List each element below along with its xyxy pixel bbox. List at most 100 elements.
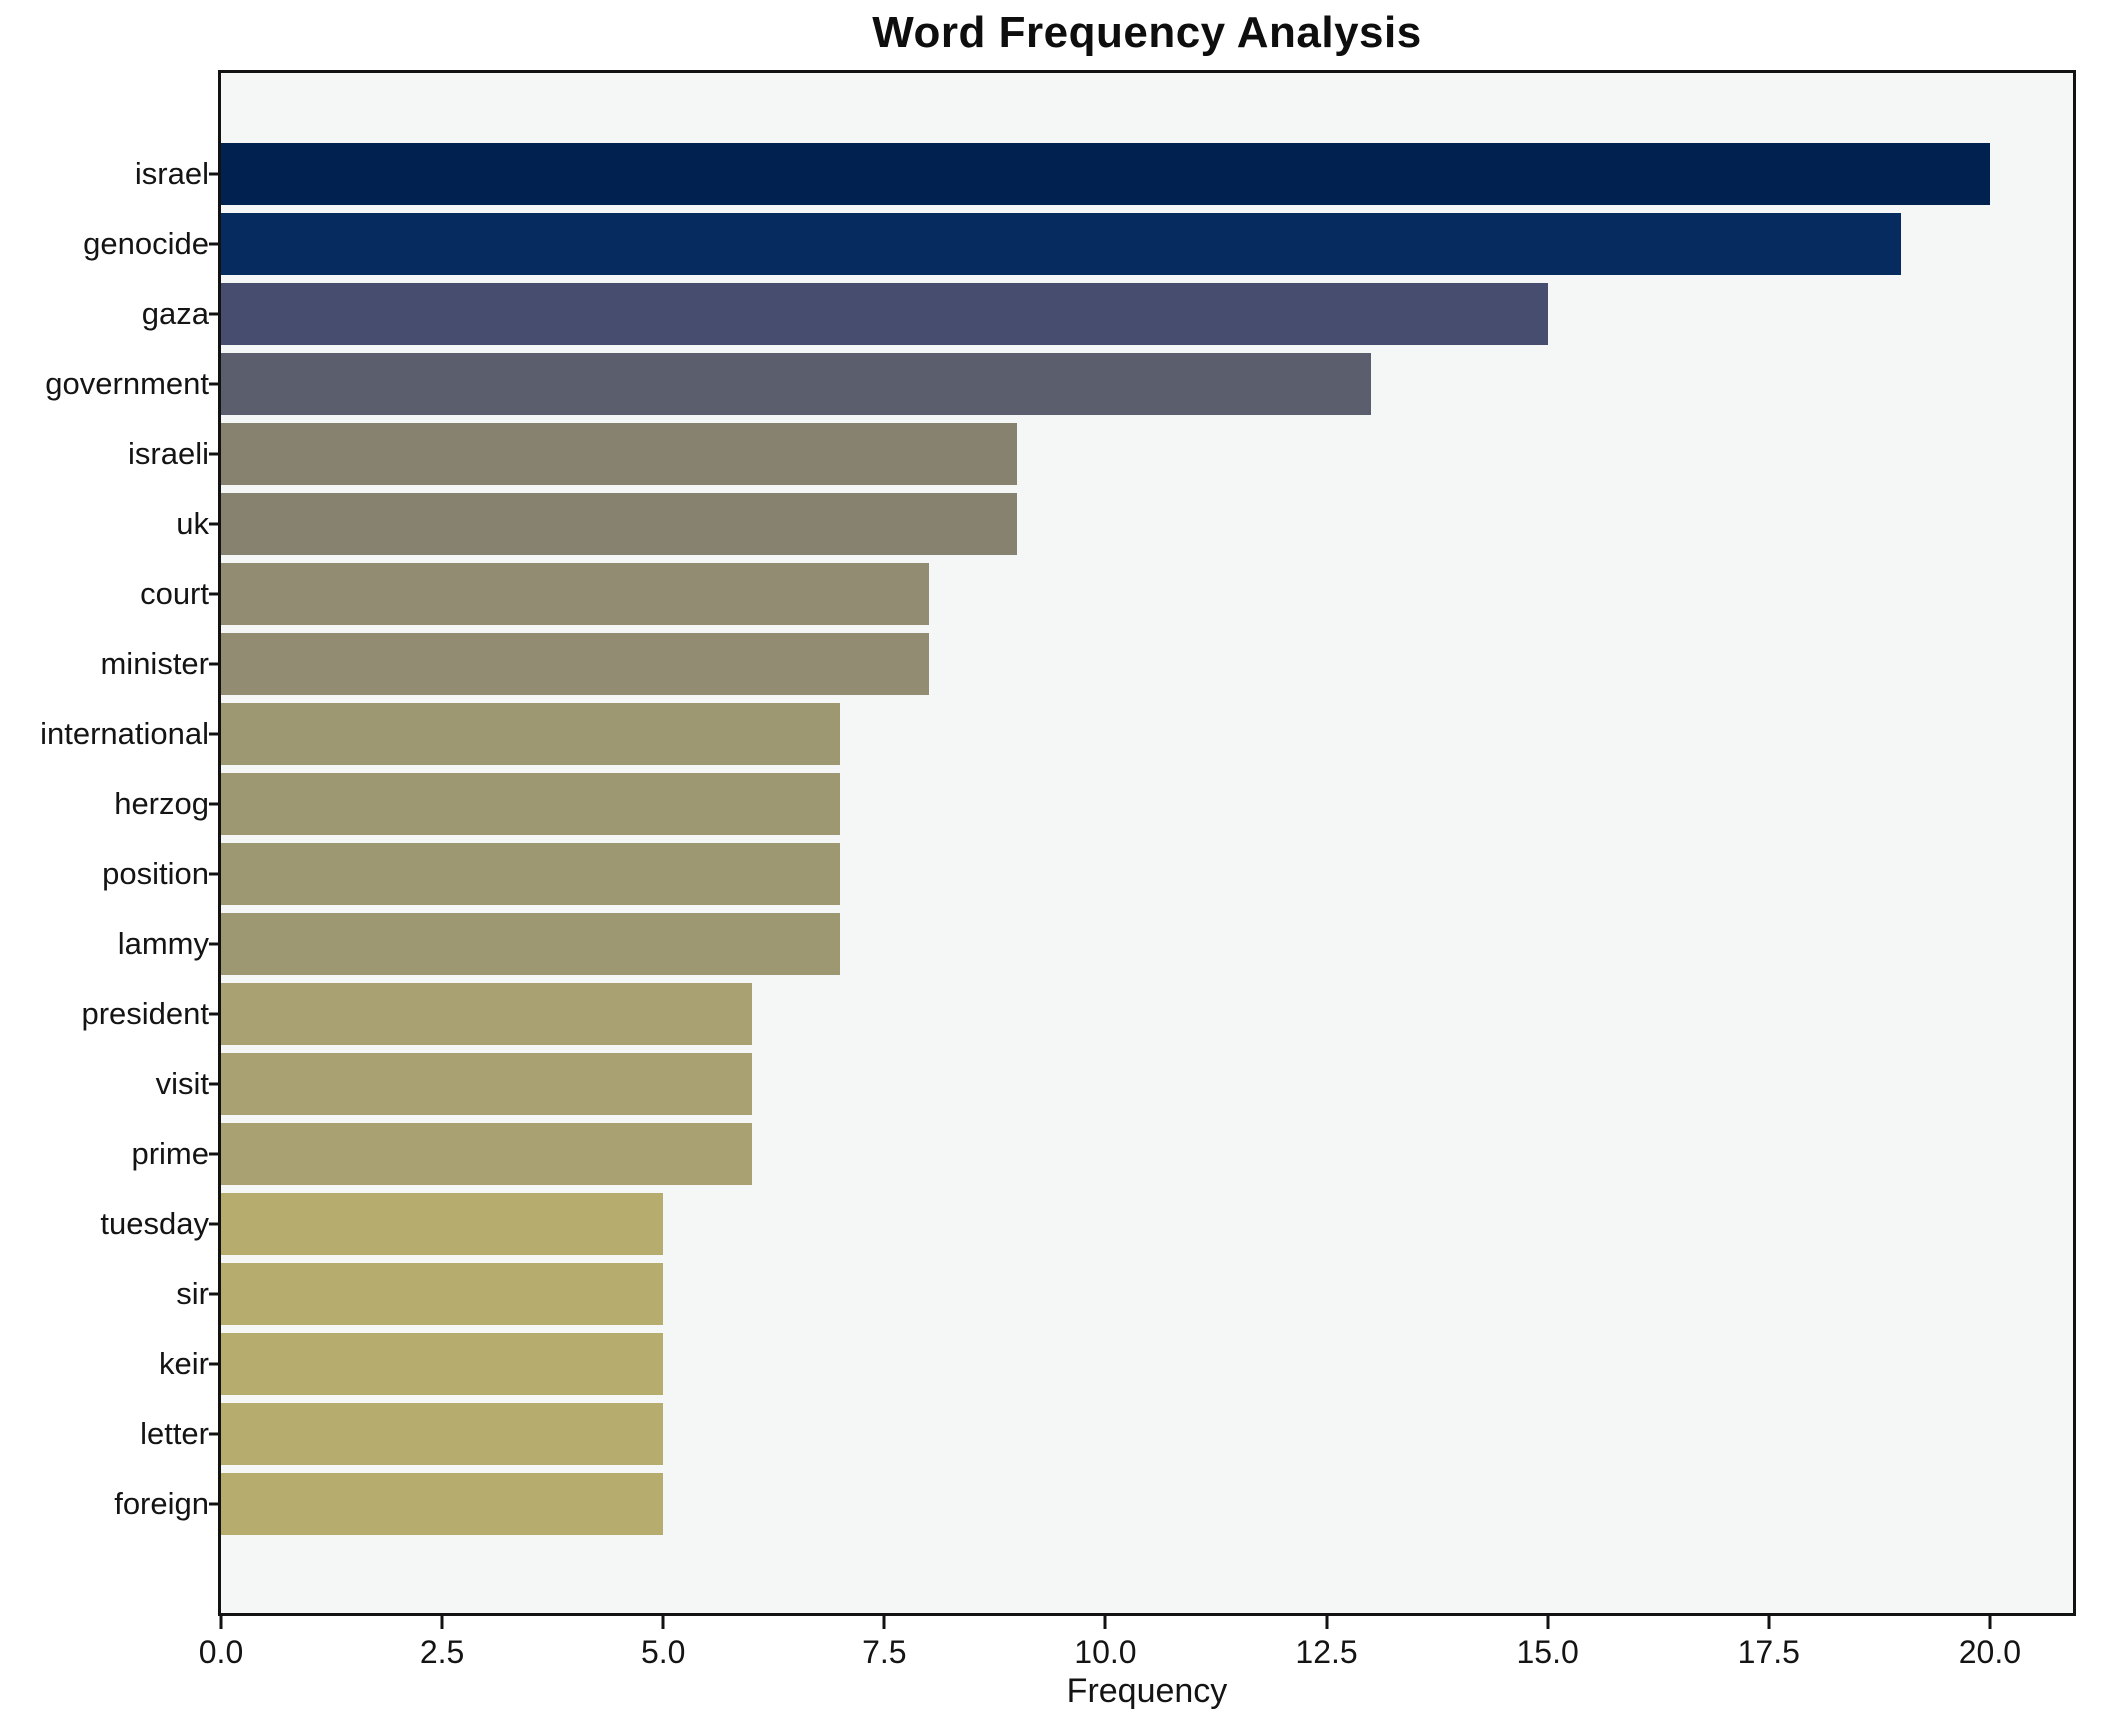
x-tick-label-17.5: 17.5 — [1737, 1634, 1800, 1670]
x-tick — [1546, 1616, 1550, 1629]
y-label-herzog: herzog — [114, 786, 209, 821]
x-tick — [661, 1616, 665, 1629]
x-tick-label-15.0: 15.0 — [1516, 1634, 1579, 1670]
bar-row — [221, 699, 2073, 769]
y-label-israel: israel — [134, 156, 209, 191]
y-label-sir: sir — [176, 1276, 209, 1311]
bar-row — [221, 1119, 2073, 1189]
bar-sir — [221, 1263, 664, 1325]
y-tick — [209, 522, 221, 526]
y-tick — [209, 1432, 221, 1436]
y-label-court: court — [140, 576, 209, 611]
x-tick — [1103, 1616, 1107, 1629]
bar-row — [221, 1329, 2073, 1399]
x-tick-label-12.5: 12.5 — [1295, 1634, 1358, 1670]
y-tick — [209, 172, 221, 176]
y-label-international: international — [40, 716, 209, 751]
bars-container — [221, 139, 2073, 1539]
x-tick — [219, 1616, 223, 1629]
bar-row — [221, 419, 2073, 489]
y-label-tuesday: tuesday — [100, 1206, 209, 1241]
bar-visit — [221, 1053, 752, 1115]
bar-row — [221, 209, 2073, 279]
bar-tuesday — [221, 1193, 664, 1255]
bar-row — [221, 839, 2073, 909]
bar-israel — [221, 143, 1990, 205]
bar-row — [221, 1189, 2073, 1259]
bar-row — [221, 1469, 2073, 1539]
y-label-gaza: gaza — [141, 296, 209, 331]
bar-foreign — [221, 1473, 664, 1535]
y-label-keir: keir — [159, 1346, 209, 1381]
y-label-minister: minister — [100, 646, 209, 681]
y-label-letter: letter — [140, 1416, 209, 1451]
y-label-genocide: genocide — [83, 226, 209, 261]
bar-genocide — [221, 213, 1902, 275]
x-axis-label: Frequency — [1066, 1672, 1228, 1710]
y-label-position: position — [102, 856, 209, 891]
y-tick — [209, 1502, 221, 1506]
bar-row — [221, 139, 2073, 209]
bar-row — [221, 559, 2073, 629]
bar-row — [221, 769, 2073, 839]
bar-government — [221, 353, 1371, 415]
y-tick — [209, 452, 221, 456]
bar-row — [221, 1259, 2073, 1329]
x-tick-label-7.5: 7.5 — [862, 1634, 907, 1670]
bar-row — [221, 909, 2073, 979]
y-tick — [209, 1082, 221, 1086]
y-tick — [209, 802, 221, 806]
x-tick — [1767, 1616, 1771, 1629]
y-tick — [209, 1362, 221, 1366]
plot-area — [218, 70, 2076, 1616]
bar-prime — [221, 1123, 752, 1185]
y-tick — [209, 872, 221, 876]
bar-president — [221, 983, 752, 1045]
y-label-uk: uk — [176, 506, 209, 541]
y-tick — [209, 942, 221, 946]
x-tick-label-10.0: 10.0 — [1074, 1634, 1137, 1670]
bar-row — [221, 279, 2073, 349]
x-tick-label-5.0: 5.0 — [640, 1634, 686, 1670]
y-tick — [209, 1152, 221, 1156]
y-tick — [209, 382, 221, 386]
y-tick — [209, 242, 221, 246]
y-tick — [209, 732, 221, 736]
y-tick — [209, 312, 221, 316]
y-label-visit: visit — [155, 1066, 209, 1101]
x-tick-label-2.5: 2.5 — [419, 1634, 465, 1670]
bar-letter — [221, 1403, 664, 1465]
x-tick — [882, 1616, 886, 1629]
y-tick — [209, 1012, 221, 1016]
x-tick — [1325, 1616, 1329, 1629]
bar-row — [221, 629, 2073, 699]
bar-row — [221, 349, 2073, 419]
y-tick — [209, 662, 221, 666]
x-tick-label-0.0: 0.0 — [198, 1634, 244, 1670]
bar-uk — [221, 493, 1017, 555]
bar-position — [221, 843, 841, 905]
y-tick — [209, 1222, 221, 1226]
bar-minister — [221, 633, 929, 695]
bar-court — [221, 563, 929, 625]
bar-international — [221, 703, 841, 765]
bar-israeli — [221, 423, 1017, 485]
y-label-prime: prime — [131, 1136, 209, 1171]
bar-gaza — [221, 283, 1548, 345]
y-label-lammy: lammy — [117, 926, 209, 961]
x-tick — [440, 1616, 444, 1629]
y-label-president: president — [81, 996, 209, 1031]
bar-row — [221, 489, 2073, 559]
bar-herzog — [221, 773, 841, 835]
y-label-foreign: foreign — [114, 1486, 209, 1521]
y-label-government: government — [45, 366, 209, 401]
y-label-israeli: israeli — [128, 436, 209, 471]
chart-title: Word Frequency Analysis — [872, 8, 1422, 57]
y-tick — [209, 1292, 221, 1296]
x-tick-label-20.0: 20.0 — [1958, 1634, 2021, 1670]
bar-row — [221, 1049, 2073, 1119]
bar-keir — [221, 1333, 664, 1395]
bar-lammy — [221, 913, 841, 975]
bar-row — [221, 1399, 2073, 1469]
